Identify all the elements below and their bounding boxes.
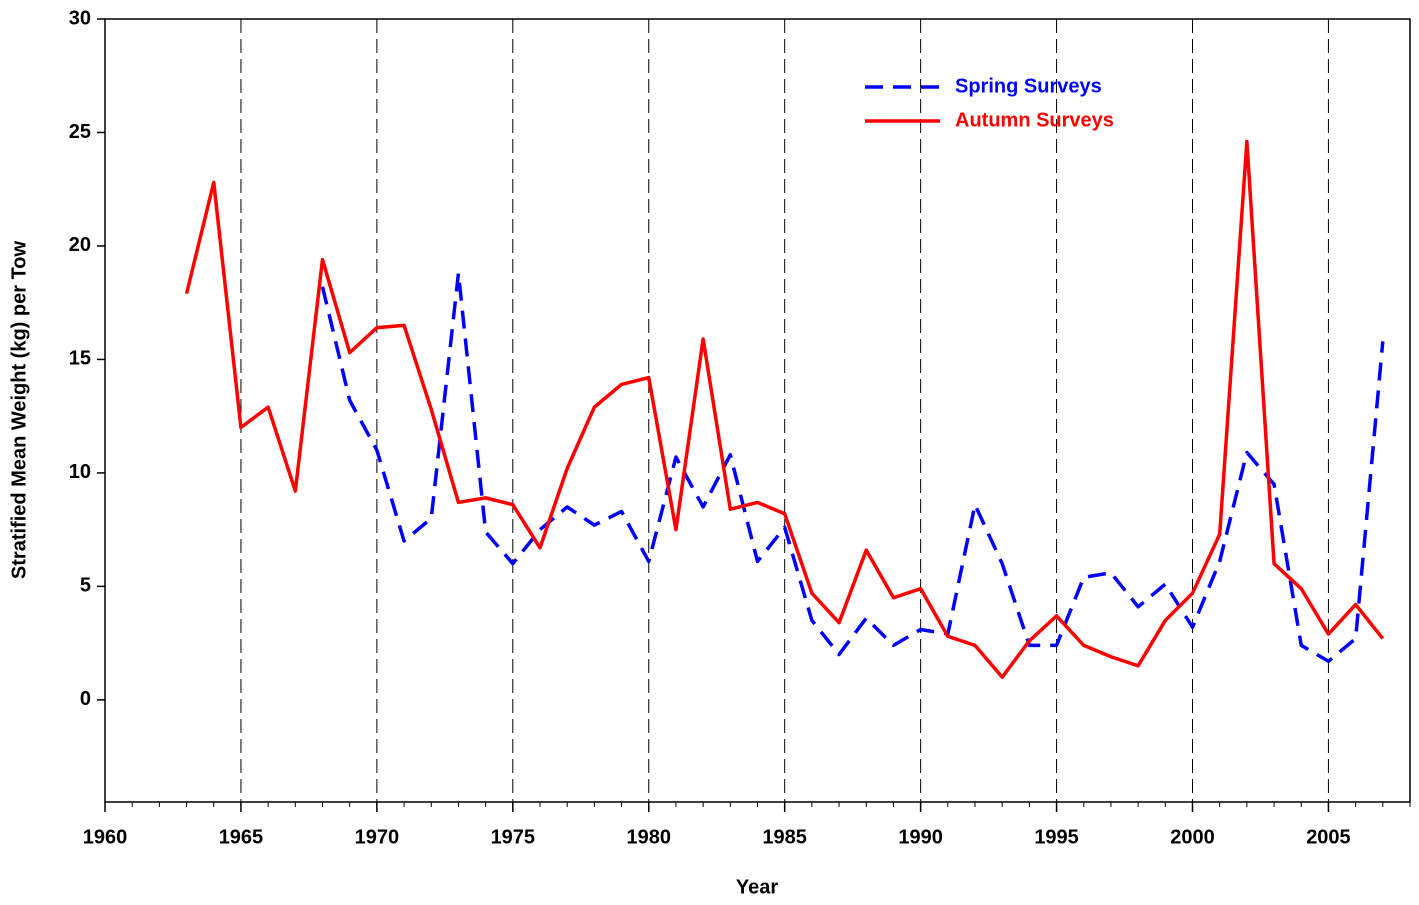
y-tick-label: 0 <box>80 688 91 710</box>
x-axis-label: Year <box>736 876 778 898</box>
y-tick-label: 15 <box>69 348 91 370</box>
series-line <box>184 139 1385 679</box>
y-tick-label: 5 <box>80 575 91 597</box>
x-tick-label: 1965 <box>219 826 264 848</box>
y-tick-label: 10 <box>69 461 91 483</box>
legend-label: Spring Surveys <box>955 75 1102 97</box>
x-tick-label: 2000 <box>1170 826 1215 848</box>
plot-frame <box>104 18 1411 803</box>
x-tick-label: 1975 <box>491 826 536 848</box>
x-tick-label: 1980 <box>627 826 672 848</box>
x-tick-label: 1960 <box>83 826 128 848</box>
x-tick-label: 1995 <box>1034 826 1079 848</box>
x-tick-label: 1970 <box>355 826 400 848</box>
y-axis-label: Stratified Mean Weight (kg) per Tow <box>8 240 30 579</box>
x-tick-label: 2005 <box>1306 826 1351 848</box>
y-tick-label: 20 <box>69 234 91 256</box>
y-tick-label: 30 <box>69 7 91 29</box>
legend-label: Autumn Surveys <box>955 109 1114 131</box>
x-tick-label: 1985 <box>762 826 807 848</box>
x-tick-label: 1990 <box>898 826 943 848</box>
y-tick-label: 25 <box>69 121 91 143</box>
